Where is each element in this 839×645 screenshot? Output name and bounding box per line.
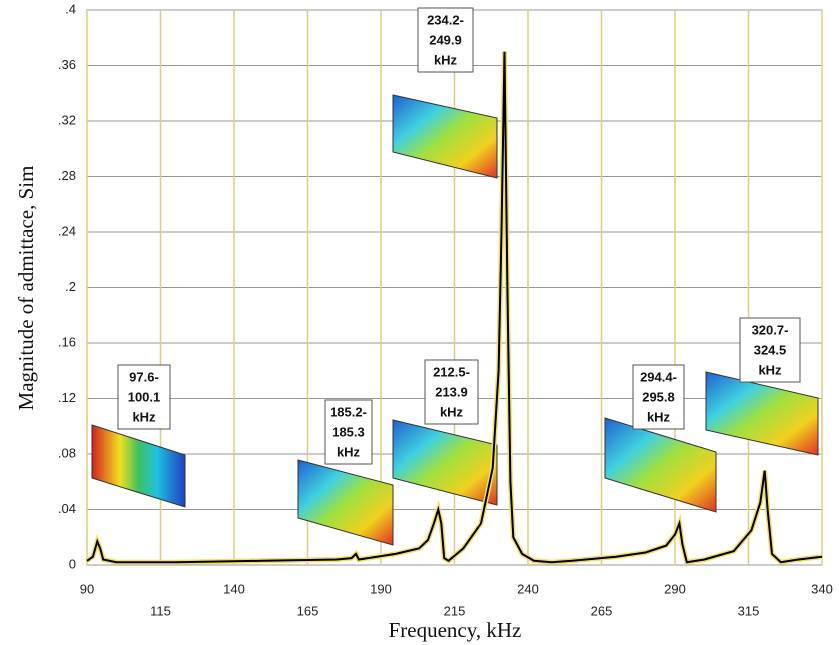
annotation-box <box>424 359 479 425</box>
annotation-text: 212.5- <box>433 364 470 379</box>
x-tick-label: 90 <box>80 581 94 596</box>
y-tick-label: .16 <box>58 334 76 349</box>
y-tick-label: .32 <box>58 112 76 127</box>
annotation-text: 294.4- <box>640 369 677 384</box>
y-tick-label: .4 <box>65 1 76 16</box>
annotation-text: 185.2- <box>330 404 367 419</box>
mode-shape <box>91 424 186 508</box>
annotation-text: 249.9 <box>429 32 462 47</box>
annotation-text: 213.9 <box>435 384 468 399</box>
annotation-text: kHz <box>758 362 782 377</box>
annotation-text: kHz <box>440 404 464 419</box>
x-tick-label: 240 <box>517 581 539 596</box>
y-tick-label: .28 <box>58 168 76 183</box>
annotation-box <box>324 399 373 465</box>
x-tick-label: 290 <box>664 581 686 596</box>
y-tick-label: .24 <box>58 223 76 238</box>
x-tick-label: 165 <box>297 603 319 618</box>
annotation-text: 234.2- <box>427 12 464 27</box>
x-tick-label: 315 <box>738 603 760 618</box>
annotation-text: 320.7- <box>752 322 789 337</box>
annotation-box <box>739 317 801 383</box>
y-tick-label: .36 <box>58 57 76 72</box>
annotation-text: kHz <box>132 409 156 424</box>
mode-shape <box>392 94 498 179</box>
mode-shape <box>392 419 498 506</box>
x-tick-label: 115 <box>150 603 171 618</box>
annotation-box <box>117 364 171 430</box>
annotation-text: kHz <box>434 52 458 67</box>
mode-shape <box>297 459 394 546</box>
y-tick-label: 0 <box>69 556 76 571</box>
mode-shape <box>705 371 819 456</box>
annotation-text: 100.1 <box>128 389 161 404</box>
y-tick-label: .08 <box>58 445 76 460</box>
mode-shapes <box>91 94 819 546</box>
annotation-text: 295.8 <box>642 389 675 404</box>
y-tick-label: .12 <box>58 390 76 405</box>
annotation-text: kHz <box>337 444 361 459</box>
x-tick-label: 265 <box>591 603 613 618</box>
annotation-text: kHz <box>647 409 671 424</box>
annotation-box <box>417 7 474 73</box>
y-axis-label: Magnitude of admittace, Sim <box>14 166 38 411</box>
x-axis-label: Frequency, kHz <box>389 618 522 642</box>
annotation-text: 185.3 <box>332 424 365 439</box>
y-tick-label: .04 <box>58 501 76 516</box>
annotation-box <box>632 364 685 430</box>
x-tick-label: 215 <box>444 603 466 618</box>
annotation-text: 97.6- <box>129 369 159 384</box>
annotation-text: 324.5 <box>754 342 787 357</box>
x-tick-label: 340 <box>811 581 833 596</box>
y-tick-label: .2 <box>65 279 76 294</box>
series-line <box>86 51 823 564</box>
x-tick-label: 140 <box>223 581 245 596</box>
mode-shape <box>604 417 717 513</box>
x-tick-label: 190 <box>370 581 392 596</box>
